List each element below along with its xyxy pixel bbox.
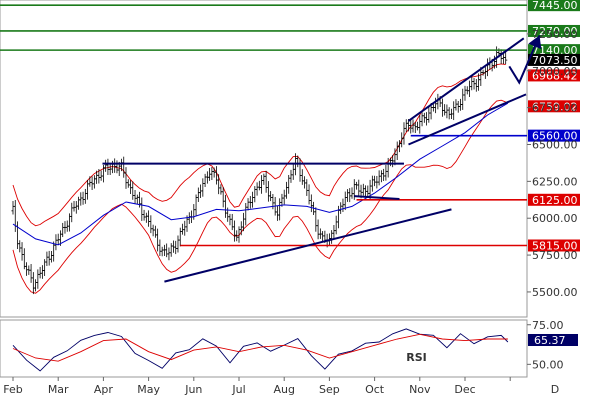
rsi-tick-label: 75.00 [532,319,564,332]
level-tag-label: 7445.00 [532,0,578,12]
trendline [164,208,452,283]
rsi-tick-label: 50.00 [532,358,564,371]
level-tag-label: 6968.42 [532,69,578,82]
rsi-panel: 50.00 75.00 RSI 65.37 [12,319,578,372]
upper-band-line [12,63,506,227]
level-tag-label: 7270.00 [532,25,578,38]
level-tag-label: 5815.00 [532,239,578,252]
level-tag-label: 6125.00 [532,194,578,207]
y-tick-label: 7000.00 [532,65,578,78]
level-tag [528,53,580,66]
level-tag [528,193,580,206]
level-tag [528,69,580,82]
y-axis: 5500.00 5750.00 6000.00 6250.00 6500.00 6750.… [527,28,578,299]
lower-band-line [12,99,506,294]
trendline [407,37,525,122]
main-panel-frame [0,0,528,318]
y-tick-label: 6250.00 [532,175,578,188]
level-tag-label: 6759.02 [532,100,578,113]
level-tag [528,129,580,142]
level-tag-label: 6560.00 [532,130,578,143]
moving-average-line [12,102,509,246]
projection-arrow-head [528,35,542,50]
level-tag [528,100,580,113]
rsi-panel-frame [0,319,528,378]
level-tag [528,239,580,252]
x-tick-label: Nov [409,383,431,396]
x-tick-label: Aug [273,383,294,396]
x-axis: Feb Mar Apr May Jun Jul Aug Sep Oct Nov Dec D [3,377,559,396]
y-tick-label: 7250.00 [532,28,578,41]
x-tick-label: Jun [184,383,202,396]
trendlines [102,37,527,283]
level-tag [528,24,580,37]
x-tick-label: Sep [319,383,340,396]
x-tick-label: Mar [48,383,69,396]
level-tag-label: 7140.00 [532,44,578,57]
y-tick-label: 5750.00 [532,249,578,262]
x-tick-label: May [137,383,160,396]
rsi-label: RSI [406,351,427,364]
trendline [408,93,527,146]
y-tick-label: 6750.00 [532,102,578,115]
x-tick-label: D [551,383,559,396]
x-tick-label: Dec [454,383,475,396]
rsi-value-label: 65.37 [534,334,566,347]
bollinger-bands [12,63,506,294]
x-tick-label: Apr [94,383,114,396]
x-tick-label: Feb [3,383,22,396]
projection-arrow [508,34,542,85]
rsi-signal-line [12,333,508,362]
trendline [354,195,400,201]
y-tick-label: 6000.00 [532,212,578,225]
x-tick-label: Jul [231,383,245,396]
level-tag [528,0,580,12]
level-tag-label: 7073.50 [532,54,578,67]
x-tick-label: Oct [365,383,385,396]
y-tick-label: 5500.00 [532,286,578,299]
moving-average [12,102,509,246]
projection-arrow-shaft [508,34,541,85]
y-tick-label: 6500.00 [532,138,578,151]
rsi-value-tag [528,333,578,346]
